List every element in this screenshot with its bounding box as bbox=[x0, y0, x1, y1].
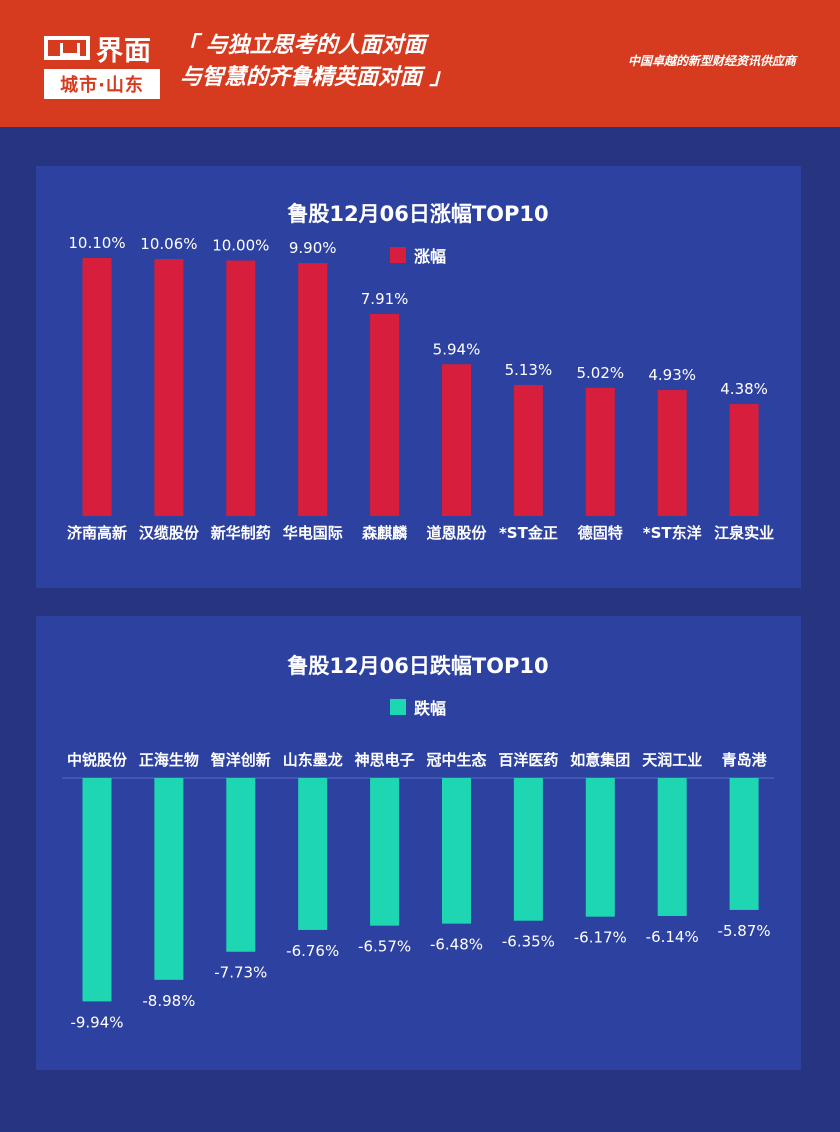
tick-label: 如意集团 bbox=[570, 751, 630, 769]
tick-label: 青岛港 bbox=[722, 751, 768, 769]
data-label: -6.35% bbox=[502, 933, 555, 951]
data-label: -7.73% bbox=[214, 964, 267, 982]
data-label: -5.87% bbox=[718, 922, 771, 940]
slogan-line-2: 与智慧的齐鲁精英面对面 」 bbox=[180, 65, 452, 90]
tick-label: 山东墨龙 bbox=[283, 751, 343, 769]
data-label: -8.98% bbox=[142, 992, 195, 1010]
bar bbox=[513, 384, 543, 516]
tick-label: 济南高新 bbox=[67, 524, 127, 542]
data-label: 9.90% bbox=[289, 239, 337, 257]
data-label: 10.10% bbox=[68, 234, 125, 252]
tick-label: 道恩股份 bbox=[426, 524, 487, 542]
data-label: 5.94% bbox=[433, 340, 481, 358]
tick-label: *ST东洋 bbox=[643, 524, 702, 542]
loss-chart: 鲁股12月06日跌幅TOP10 跌幅 -9.94% 中锐股份 -8.98% 正海生物 -7.… bbox=[62, 654, 774, 1031]
header-banner: 界面 城市·山东 「 与独立思考的人面对面 与智慧的齐鲁精英面对面 」 中国卓越… bbox=[0, 0, 840, 127]
tick-label: 智洋创新 bbox=[211, 751, 271, 769]
gain-chart: 鲁股12月06日涨幅TOP10 涨幅 10.10% 济南高新 10.06% 汉缆股份 10.… bbox=[67, 202, 774, 542]
bar bbox=[442, 364, 471, 516]
tick-label: 华电国际 bbox=[283, 524, 343, 542]
tick-label: 中锐股份 bbox=[67, 751, 128, 769]
legend-swatch bbox=[390, 247, 406, 263]
tick-label: 汉缆股份 bbox=[139, 524, 200, 542]
legend-label: 跌幅 bbox=[414, 699, 446, 718]
data-label: 5.02% bbox=[576, 364, 624, 382]
data-label: 10.00% bbox=[212, 237, 269, 255]
data-label: 10.06% bbox=[140, 235, 197, 253]
data-label: -9.94% bbox=[70, 1013, 123, 1031]
logo-subtitle: 城市·山东 bbox=[44, 69, 160, 99]
tick-label: 神思电子 bbox=[355, 751, 415, 769]
bar bbox=[513, 778, 543, 921]
data-label: 5.13% bbox=[505, 361, 553, 379]
tick-label: 冠中生态 bbox=[426, 751, 486, 769]
bar bbox=[729, 404, 759, 516]
bar bbox=[370, 778, 400, 926]
slogan-line-1: 「 与独立思考的人面对面 bbox=[176, 33, 426, 58]
data-label: 7.91% bbox=[361, 290, 409, 308]
chart-title: 鲁股12月06日涨幅TOP10 bbox=[287, 202, 548, 226]
bar bbox=[82, 257, 112, 516]
bar bbox=[226, 778, 256, 952]
legend-swatch bbox=[390, 699, 406, 715]
bar bbox=[729, 778, 759, 910]
tagline: 中国卓越的新型财经资讯供应商 bbox=[627, 54, 796, 68]
data-label: -6.57% bbox=[358, 938, 411, 956]
data-label: 4.38% bbox=[720, 380, 768, 398]
bar bbox=[82, 778, 112, 1002]
bar bbox=[298, 778, 328, 930]
data-label: -6.17% bbox=[574, 929, 627, 947]
bar bbox=[585, 387, 615, 516]
logo-name: 界面 bbox=[96, 35, 152, 67]
tick-label: *ST金正 bbox=[499, 524, 558, 542]
data-label: 4.93% bbox=[648, 366, 696, 384]
tick-label: 森麒麟 bbox=[362, 524, 408, 542]
bar bbox=[370, 313, 400, 516]
tick-label: 百洋医药 bbox=[498, 751, 558, 769]
bar bbox=[657, 778, 687, 917]
bar bbox=[585, 778, 615, 917]
bar bbox=[154, 778, 184, 980]
logo-mark-icon bbox=[44, 36, 90, 60]
data-label: -6.48% bbox=[430, 936, 483, 954]
tick-label: 德固特 bbox=[578, 524, 623, 542]
data-label: -6.14% bbox=[646, 928, 699, 946]
gain-chart-panel: 鲁股12月06日涨幅TOP10 涨幅 10.10% 济南高新 10.06% 汉缆股份 10.… bbox=[36, 166, 801, 588]
bar bbox=[154, 259, 184, 516]
loss-chart-panel: 鲁股12月06日跌幅TOP10 跌幅 -9.94% 中锐股份 -8.98% 正海生物 -7.… bbox=[36, 616, 801, 1070]
legend-label: 涨幅 bbox=[414, 247, 446, 266]
tick-label: 新华制药 bbox=[211, 524, 271, 542]
logo: 界面 城市·山东 bbox=[44, 31, 160, 99]
tick-label: 正海生物 bbox=[139, 751, 199, 769]
slogan: 「 与独立思考的人面对面 与智慧的齐鲁精英面对面 」 bbox=[176, 30, 452, 94]
data-label: -6.76% bbox=[286, 942, 339, 960]
bar bbox=[298, 263, 328, 516]
bar bbox=[442, 778, 471, 924]
tick-label: 天润工业 bbox=[642, 751, 702, 769]
bar bbox=[657, 390, 687, 516]
chart-title: 鲁股12月06日跌幅TOP10 bbox=[287, 654, 548, 678]
bar bbox=[226, 260, 256, 516]
tick-label: 江泉实业 bbox=[714, 524, 774, 542]
